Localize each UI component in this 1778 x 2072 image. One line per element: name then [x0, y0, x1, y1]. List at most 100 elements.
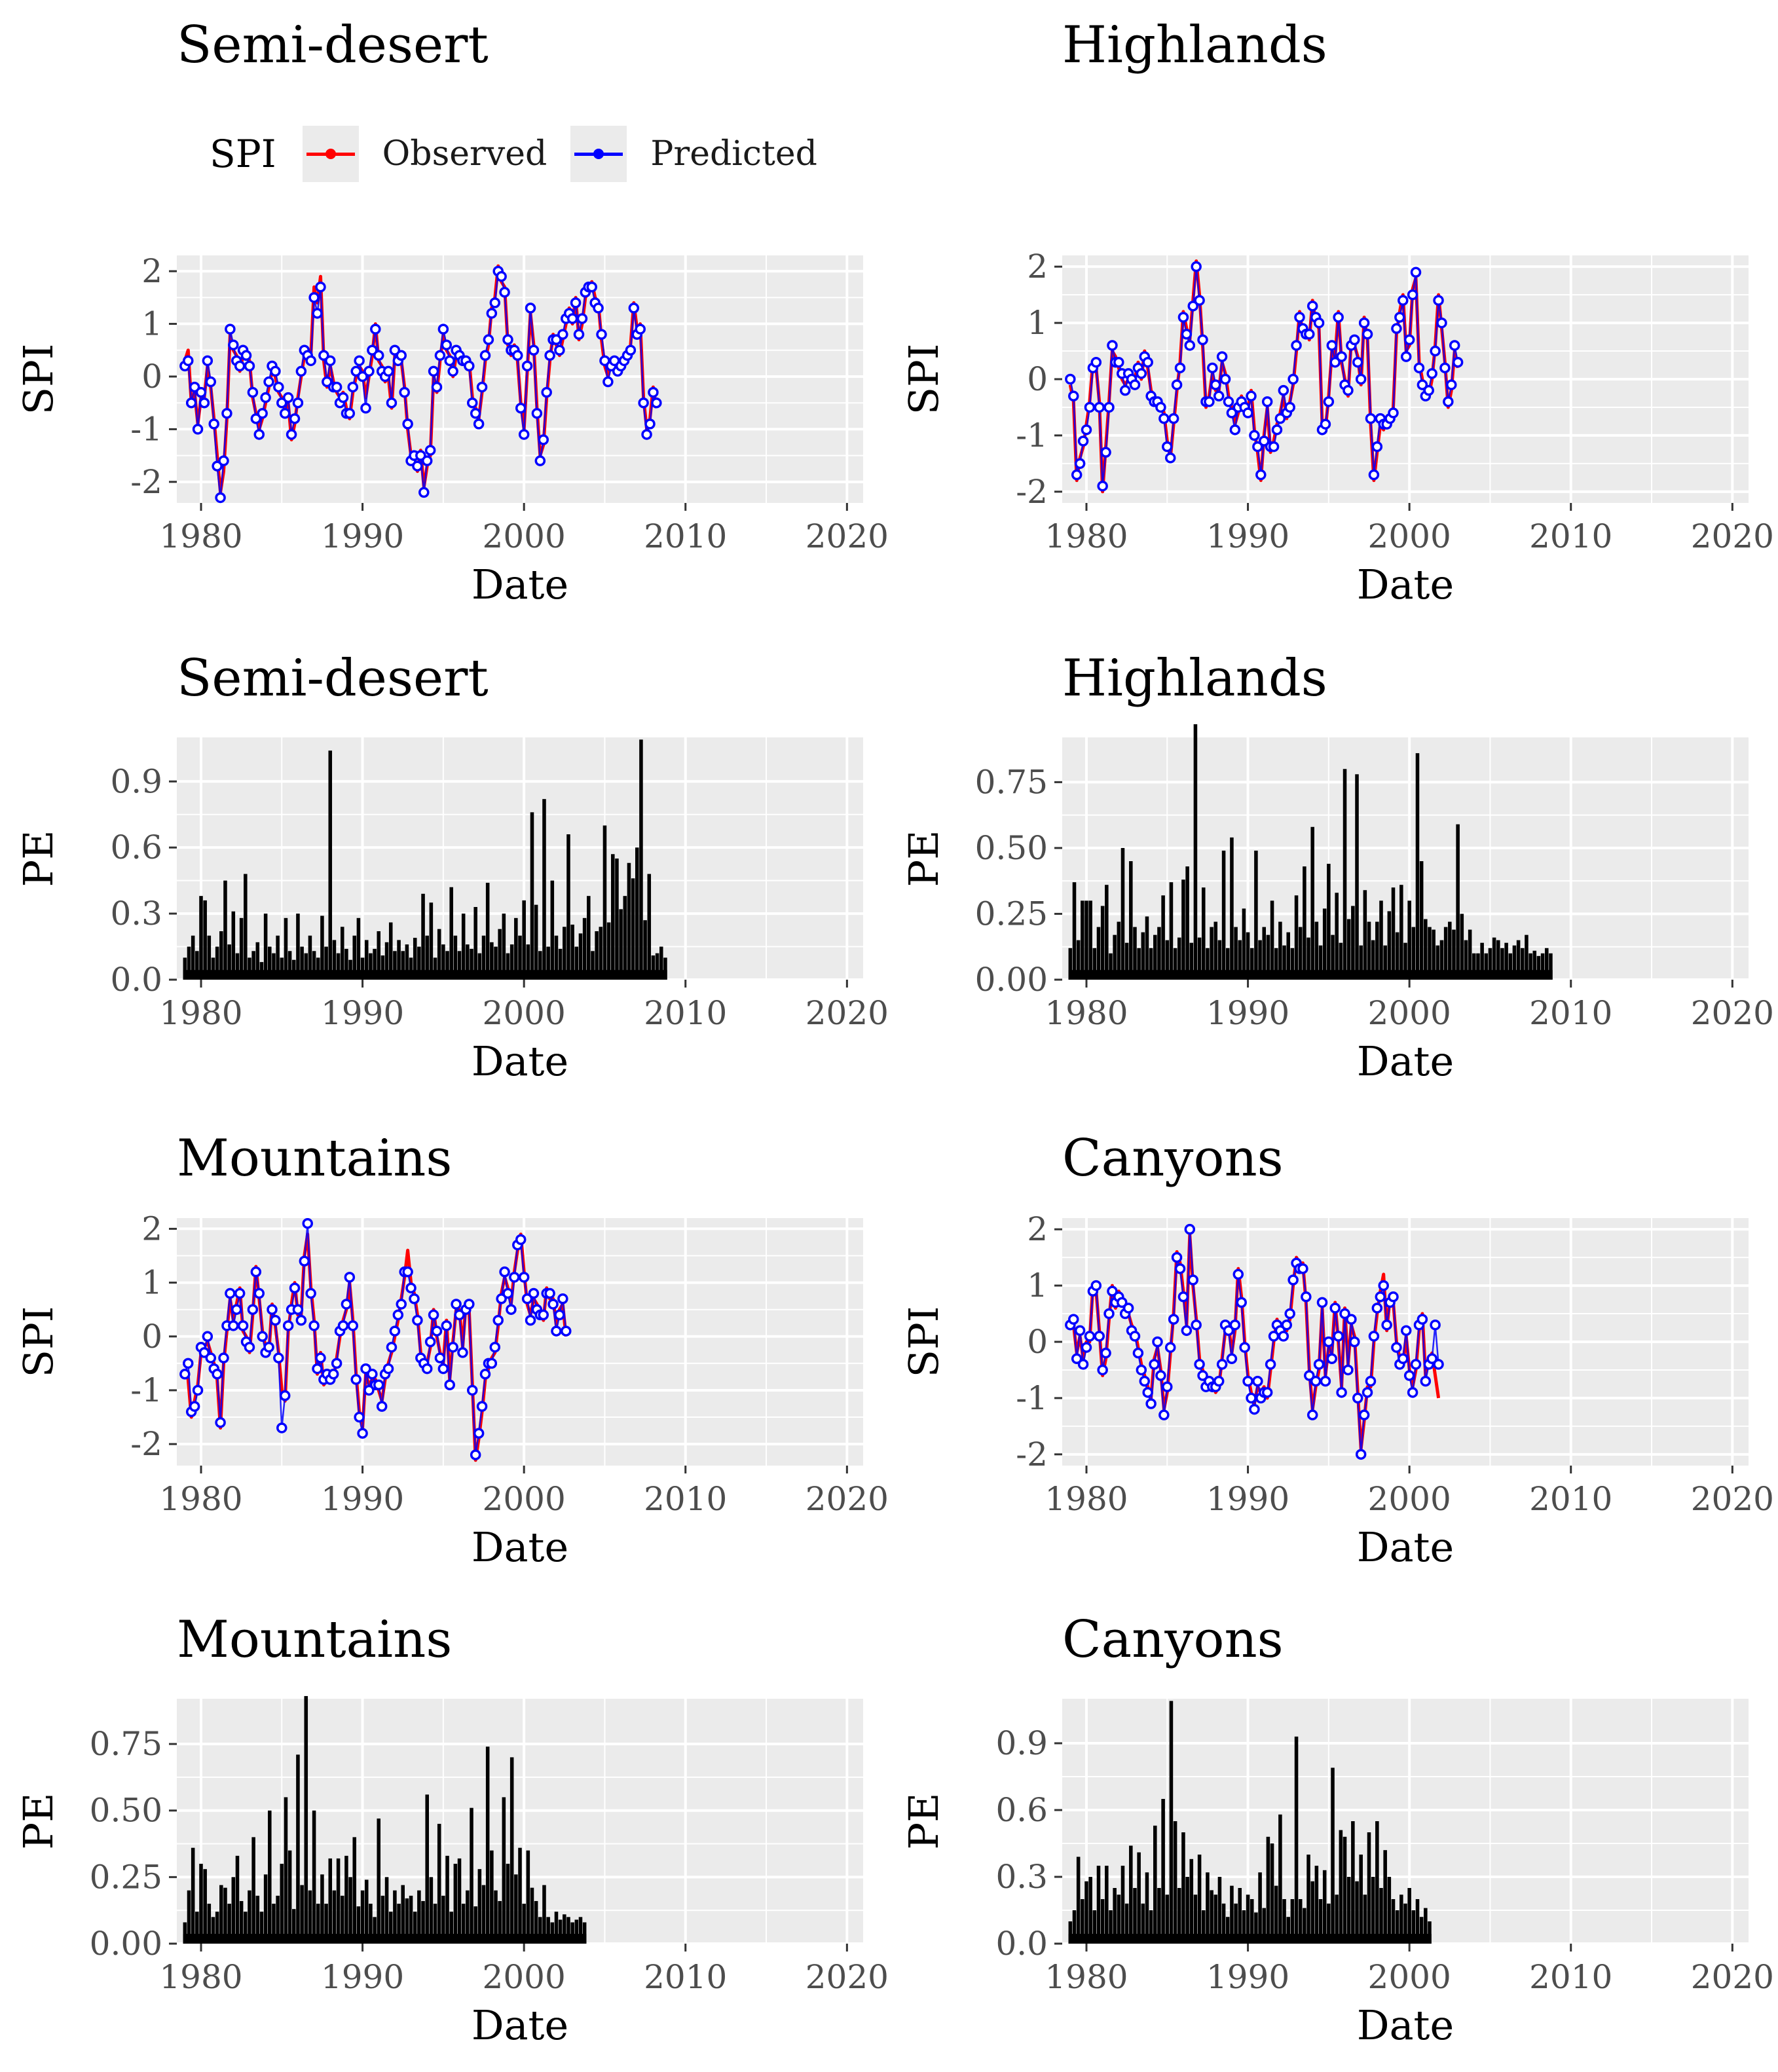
- x-tick-label: 2020: [1691, 1480, 1774, 1518]
- pe-bar: [1193, 724, 1198, 980]
- predicted-point: [1443, 396, 1454, 407]
- predicted-point: [1191, 261, 1202, 272]
- pe-bar: [1117, 1895, 1121, 1944]
- pe-bar: [1274, 948, 1278, 980]
- predicted-point: [1177, 1291, 1189, 1303]
- predicted-point: [360, 1363, 371, 1375]
- predicted-point: [521, 1293, 533, 1304]
- pe-bar: [344, 1855, 348, 1944]
- pe-bar: [546, 1917, 550, 1944]
- predicted-point: [1249, 1403, 1260, 1415]
- predicted-point: [299, 1255, 310, 1267]
- pe-bar: [211, 957, 215, 980]
- pe-bar: [1278, 921, 1282, 980]
- predicted-point: [1065, 373, 1076, 385]
- pe-bar: [1153, 1825, 1157, 1944]
- pe-bar: [1306, 1855, 1310, 1944]
- x-tick-label: 1980: [159, 994, 242, 1032]
- predicted-point: [447, 1341, 458, 1353]
- pe-bar: [1303, 866, 1306, 980]
- y-axis-title: PE: [900, 830, 948, 887]
- predicted-point: [1226, 407, 1238, 418]
- predicted-point: [431, 1325, 443, 1337]
- predicted-point: [1219, 373, 1231, 385]
- predicted-point: [312, 308, 323, 319]
- pe-bar: [328, 750, 333, 980]
- pe-bar: [227, 944, 231, 980]
- predicted-point: [554, 1309, 565, 1321]
- predicted-point: [1071, 1353, 1083, 1365]
- predicted-point: [1361, 329, 1373, 340]
- pe-bar: [336, 1858, 341, 1944]
- predicted-point: [1452, 356, 1464, 368]
- pe-bar: [1286, 1917, 1290, 1944]
- predicted-point: [1162, 1381, 1173, 1392]
- pe-bar: [1121, 1866, 1125, 1944]
- predicted-point: [625, 344, 637, 356]
- predicted-point: [434, 1352, 446, 1363]
- panel-background: [177, 1218, 863, 1466]
- predicted-point: [473, 1428, 485, 1439]
- y-tick-label: 0.00: [975, 961, 1048, 999]
- pe-bar: [627, 862, 631, 980]
- pe-bar: [316, 1904, 320, 1944]
- pe-bar: [183, 1922, 187, 1944]
- pe-bar: [473, 1906, 477, 1944]
- predicted-point: [1426, 368, 1437, 379]
- pe-bar: [401, 951, 405, 980]
- pe-bar: [1213, 1895, 1218, 1944]
- pe-bar: [316, 957, 320, 980]
- predicted-point: [586, 282, 597, 293]
- predicted-point: [544, 350, 555, 361]
- predicted-point: [1310, 1375, 1322, 1387]
- predicted-point: [424, 445, 436, 456]
- predicted-point: [467, 1384, 478, 1396]
- y-tick-label: 1: [141, 305, 162, 343]
- y-tick-label: 0: [141, 358, 162, 396]
- pe-bar: [1221, 1903, 1226, 1944]
- pe-bar: [308, 935, 312, 980]
- pe-bar: [231, 911, 236, 980]
- predicted-point: [179, 1369, 191, 1380]
- predicted-point: [1226, 1353, 1238, 1365]
- pe-bar: [405, 944, 409, 980]
- pe-bar: [1375, 1821, 1379, 1944]
- predicted-point: [282, 392, 294, 403]
- pe-bar: [1492, 937, 1496, 980]
- pe-bar: [1254, 1912, 1258, 1944]
- pe-bar: [1225, 948, 1230, 980]
- pe-baseline-band: [1068, 1934, 1432, 1944]
- predicted-point: [202, 1331, 213, 1342]
- pe-bar: [522, 900, 526, 980]
- pe-bar: [312, 1810, 316, 1944]
- pe-bar: [1117, 921, 1121, 980]
- predicted-point: [347, 1320, 359, 1331]
- predicted-point: [1420, 1375, 1432, 1387]
- predicted-point: [1333, 1331, 1344, 1342]
- predicted-point: [1358, 317, 1370, 329]
- legend-title: SPI: [210, 132, 276, 176]
- pe-bar: [1508, 953, 1513, 980]
- predicted-point: [244, 360, 255, 372]
- pe-bar: [1274, 1885, 1278, 1944]
- predicted-point: [1113, 356, 1124, 368]
- chart-pe-semidesert: Semi-desert 1980 1990 2000 2010 2020 0.0 0.3 0.6…: [14, 649, 889, 1085]
- pe-bar: [356, 917, 361, 980]
- predicted-point: [331, 1358, 343, 1369]
- x-tick-label: 2010: [644, 517, 727, 555]
- pe-bar: [231, 1877, 236, 1944]
- pe-bar: [276, 935, 280, 980]
- predicted-point: [454, 1309, 465, 1321]
- x-tick-label: 2010: [1529, 1958, 1612, 1996]
- pe-bar: [1286, 932, 1290, 980]
- predicted-point: [402, 418, 413, 430]
- predicted-point: [250, 1266, 262, 1278]
- pe-bar: [312, 951, 316, 980]
- pe-bar: [1242, 1910, 1246, 1944]
- predicted-point: [289, 413, 301, 424]
- pe-bar: [1363, 1895, 1367, 1944]
- pe-bar: [1124, 1903, 1129, 1944]
- pe-bar: [259, 1912, 264, 1944]
- pe-bar: [449, 1912, 453, 1944]
- predicted-point: [1119, 384, 1131, 396]
